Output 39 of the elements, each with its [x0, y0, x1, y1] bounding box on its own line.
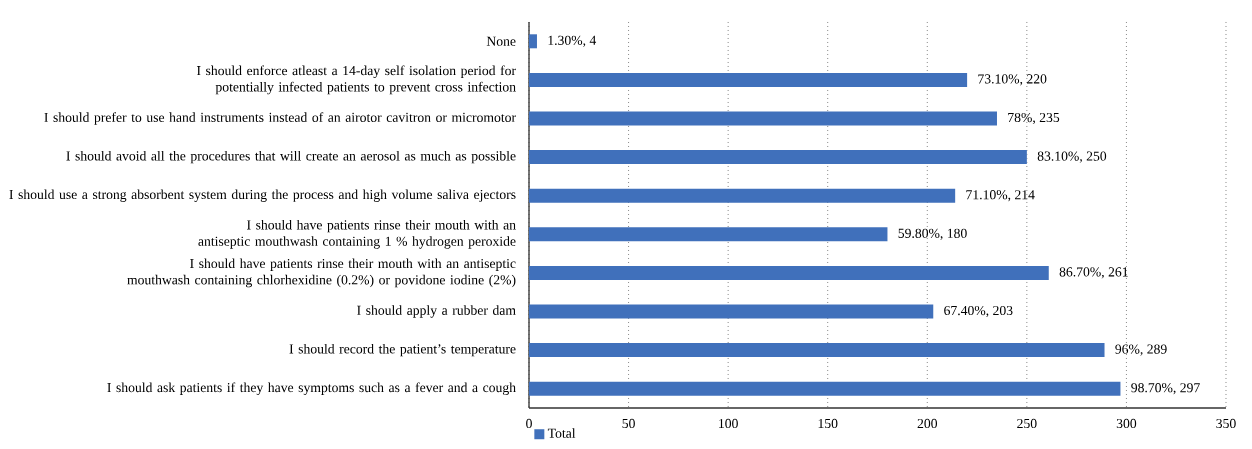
- y-tick-label: I should record the patient’s temperature: [289, 343, 516, 357]
- data-label: 98.70%, 297: [1131, 383, 1200, 395]
- bar: [529, 343, 1105, 358]
- bar: [529, 188, 956, 203]
- x-tick-label: 0: [526, 418, 532, 429]
- bar: [529, 111, 997, 126]
- data-label: 73.10%, 220: [978, 74, 1047, 86]
- data-label: 78%, 235: [1008, 112, 1060, 125]
- y-tick-label: I should have patients rinse their mouth with an antiseptic mouthwash containing chlorhexidine (0.2%) or povidone iodine (2%): [127, 258, 516, 288]
- data-label: 71.10%, 214: [966, 190, 1035, 202]
- bar: [529, 150, 1027, 165]
- x-tick-label: 350: [1216, 418, 1236, 429]
- legend-label: Total: [547, 428, 576, 438]
- data-label: 67.40%, 203: [944, 305, 1013, 318]
- y-tick-label: I should ask patients if they have symptoms such as a fever and a cough: [107, 382, 516, 395]
- bar: [529, 72, 968, 87]
- y-tick-label: I should prefer to use hand instruments instead of an airotor cavitron or micromotor: [44, 112, 516, 125]
- x-tick-label: 300: [1116, 418, 1137, 429]
- y-tick-label: I should use a strong absorbent system during the process and high volume saliva ejectors: [9, 189, 516, 202]
- bar: [529, 304, 934, 319]
- data-label: 96%, 289: [1115, 344, 1167, 356]
- data-label: 83.10%, 250: [1037, 151, 1107, 163]
- y-tick-label: I should have patients rinse their mouth with an antiseptic mouthwash containing 1 % hydrogen peroxide: [198, 219, 516, 249]
- bar: [529, 265, 1049, 280]
- data-label: 1.30%, 4: [548, 35, 597, 47]
- x-tick-label: 200: [917, 418, 938, 429]
- x-tick-label: 50: [622, 418, 635, 429]
- x-tick-label: 100: [719, 418, 738, 429]
- y-tick-label: None: [486, 36, 516, 46]
- bar: [529, 227, 888, 242]
- data-label: 59.80%, 180: [898, 228, 967, 240]
- y-tick-label: I should apply a rubber dam: [357, 305, 516, 318]
- x-tick-label: 150: [818, 418, 838, 429]
- data-label: 86.70%, 261: [1059, 267, 1128, 279]
- y-tick-label: I should enforce atleast a 14-day self isolation period for potentially infected patients to prevent cross infection: [196, 65, 516, 95]
- y-tick-label: I should avoid all the procedures that will create an aerosol as much as possible: [66, 150, 516, 164]
- x-tick-label: 250: [1017, 418, 1037, 429]
- bar: [529, 381, 1121, 396]
- bar: [529, 34, 537, 49]
